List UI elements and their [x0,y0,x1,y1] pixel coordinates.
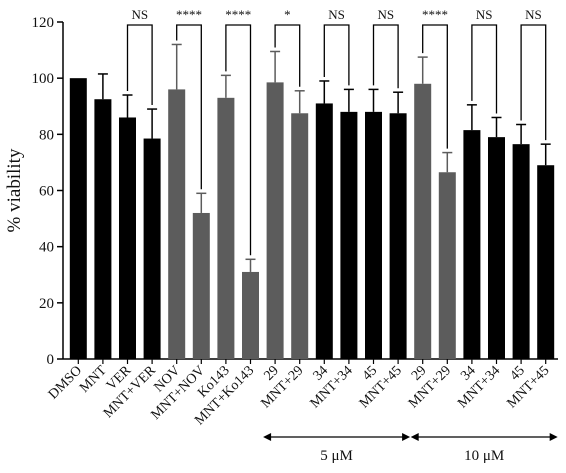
bar [143,138,161,359]
significance-bracket: * [274,7,301,87]
significance-bracket: **** [225,7,252,256]
y-tick-label: 120 [32,15,55,31]
range-arrow-left [410,433,419,441]
y-tick-label: 20 [39,296,54,312]
significance-label: **** [225,7,251,22]
bar [119,117,136,359]
bracket-line [176,24,202,190]
range-arrow-right [402,433,411,441]
y-tick-label: 80 [39,127,54,143]
significance-bracket: **** [422,7,448,149]
range-arrow-right [549,433,558,441]
bracket-line [422,24,448,149]
y-axis-label: % viability [4,148,25,232]
bar [438,172,456,359]
bracket-line [225,24,252,256]
significance-label: NS [328,7,345,22]
bar [463,130,481,359]
bracket-line [372,24,399,89]
bar [488,137,505,359]
bracket-line [471,24,498,114]
bar [512,144,530,359]
bar [266,82,284,360]
significance-label: NS [476,7,493,22]
bar [94,99,112,360]
range-label: 10 μM [464,448,504,464]
y-tick-label: 40 [39,240,54,256]
x-category-label: MNT [77,363,110,396]
significance-label: NS [131,7,148,22]
bar [242,271,259,359]
bar [291,113,309,359]
y-tick-label: 100 [32,71,55,87]
significance-bracket: NS [372,7,399,89]
bar [69,78,87,360]
bar [192,212,210,359]
bar [414,83,432,360]
concentration-range: 5 μM [263,433,411,464]
bar [340,111,358,359]
significance-bracket: NS [323,7,350,86]
significance-bracket: **** [176,7,202,190]
bar [389,113,407,359]
concentration-range: 10 μM [410,433,558,464]
significance-label: NS [377,7,394,22]
bar [168,89,186,360]
y-tick-label: 0 [47,352,55,368]
range-label: 5 μM [320,448,353,464]
significance-label: NS [525,7,542,22]
bracket-line [126,24,153,106]
bracket-line [274,24,301,87]
significance-bracket: NS [471,7,498,114]
range-arrow-left [263,433,272,441]
significance-label: **** [176,7,202,22]
bar [217,97,235,359]
bracket-line [323,24,350,86]
bracket-line [520,24,547,141]
significance-label: * [284,7,291,22]
significance-bracket: NS [126,7,153,106]
bar [537,165,555,359]
significance-label: **** [422,7,448,22]
bar [365,111,382,359]
y-tick-label: 60 [39,184,54,200]
significance-bracket: NS [520,7,547,141]
bar [315,103,333,359]
